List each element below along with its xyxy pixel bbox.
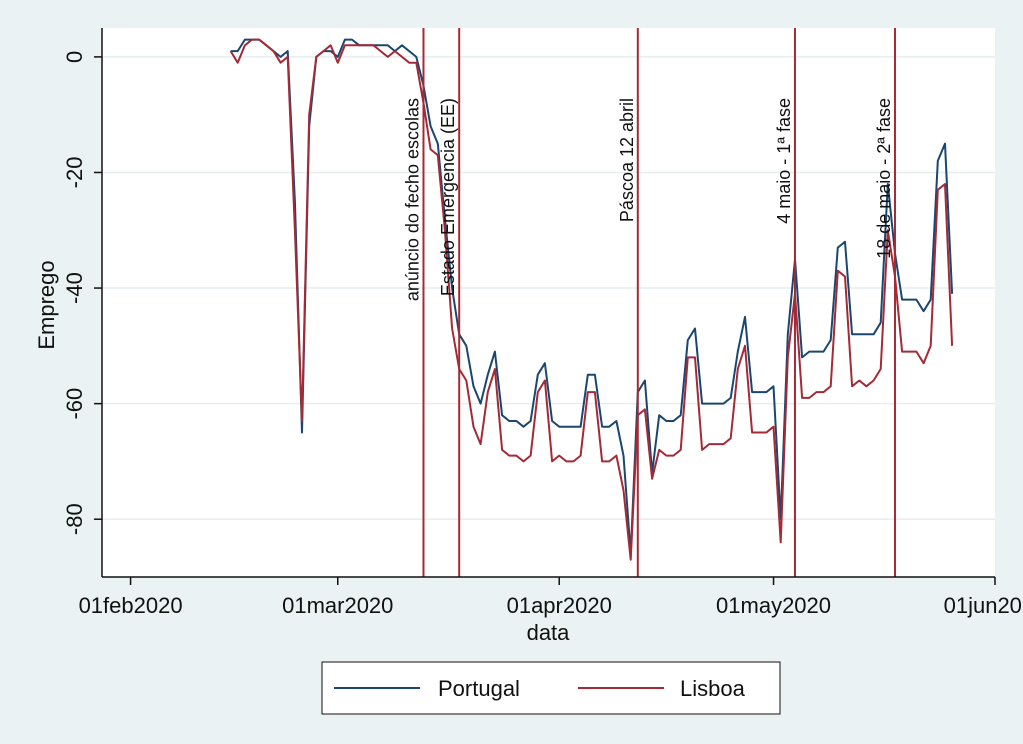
- x-tick-label: 01apr2020: [507, 593, 612, 618]
- y-axis-title: Emprego: [34, 260, 59, 349]
- series-line-portugal: [230, 38, 954, 555]
- legend: Portugal Lisboa: [321, 661, 781, 715]
- gridlines: [102, 56, 995, 520]
- plot-area: [102, 28, 995, 577]
- x-tick-label: 01mar2020: [282, 593, 393, 618]
- legend-label-portugal: Portugal: [438, 676, 520, 701]
- event-markers: anúncio do fecho escolas Estado Emergenci…: [402, 28, 896, 577]
- event-label: anúncio do fecho escolas: [402, 98, 422, 301]
- x-tick-label: 01feb2020: [79, 593, 183, 618]
- legend-label-lisboa: Lisboa: [680, 676, 746, 701]
- y-tick-label: -60: [62, 388, 87, 420]
- x-axis-title: data: [527, 620, 571, 645]
- event-label: 18 de maio - 2ª fase: [874, 98, 894, 259]
- y-tick-label: -80: [62, 503, 87, 535]
- x-tick-label: 01may2020: [716, 593, 831, 618]
- y-tick-label: 0: [62, 51, 87, 63]
- event-label: 4 maio - 1ª fase: [774, 98, 794, 224]
- x-tick-label: 01jun2020: [944, 593, 1023, 618]
- axes: [101, 28, 995, 578]
- event-label: Páscoa 12 abril: [617, 98, 637, 222]
- event-label: Estado Emergencia (EE): [438, 98, 458, 296]
- y-tick-label: -20: [62, 157, 87, 189]
- series-lines: [229, 38, 954, 561]
- axis-ticks: 0 -20 -40 -60 -80 01feb2020 01mar2020 01apr2020…: [62, 51, 1023, 618]
- series-line-lisboa: [229, 38, 954, 561]
- y-tick-label: -40: [62, 272, 87, 304]
